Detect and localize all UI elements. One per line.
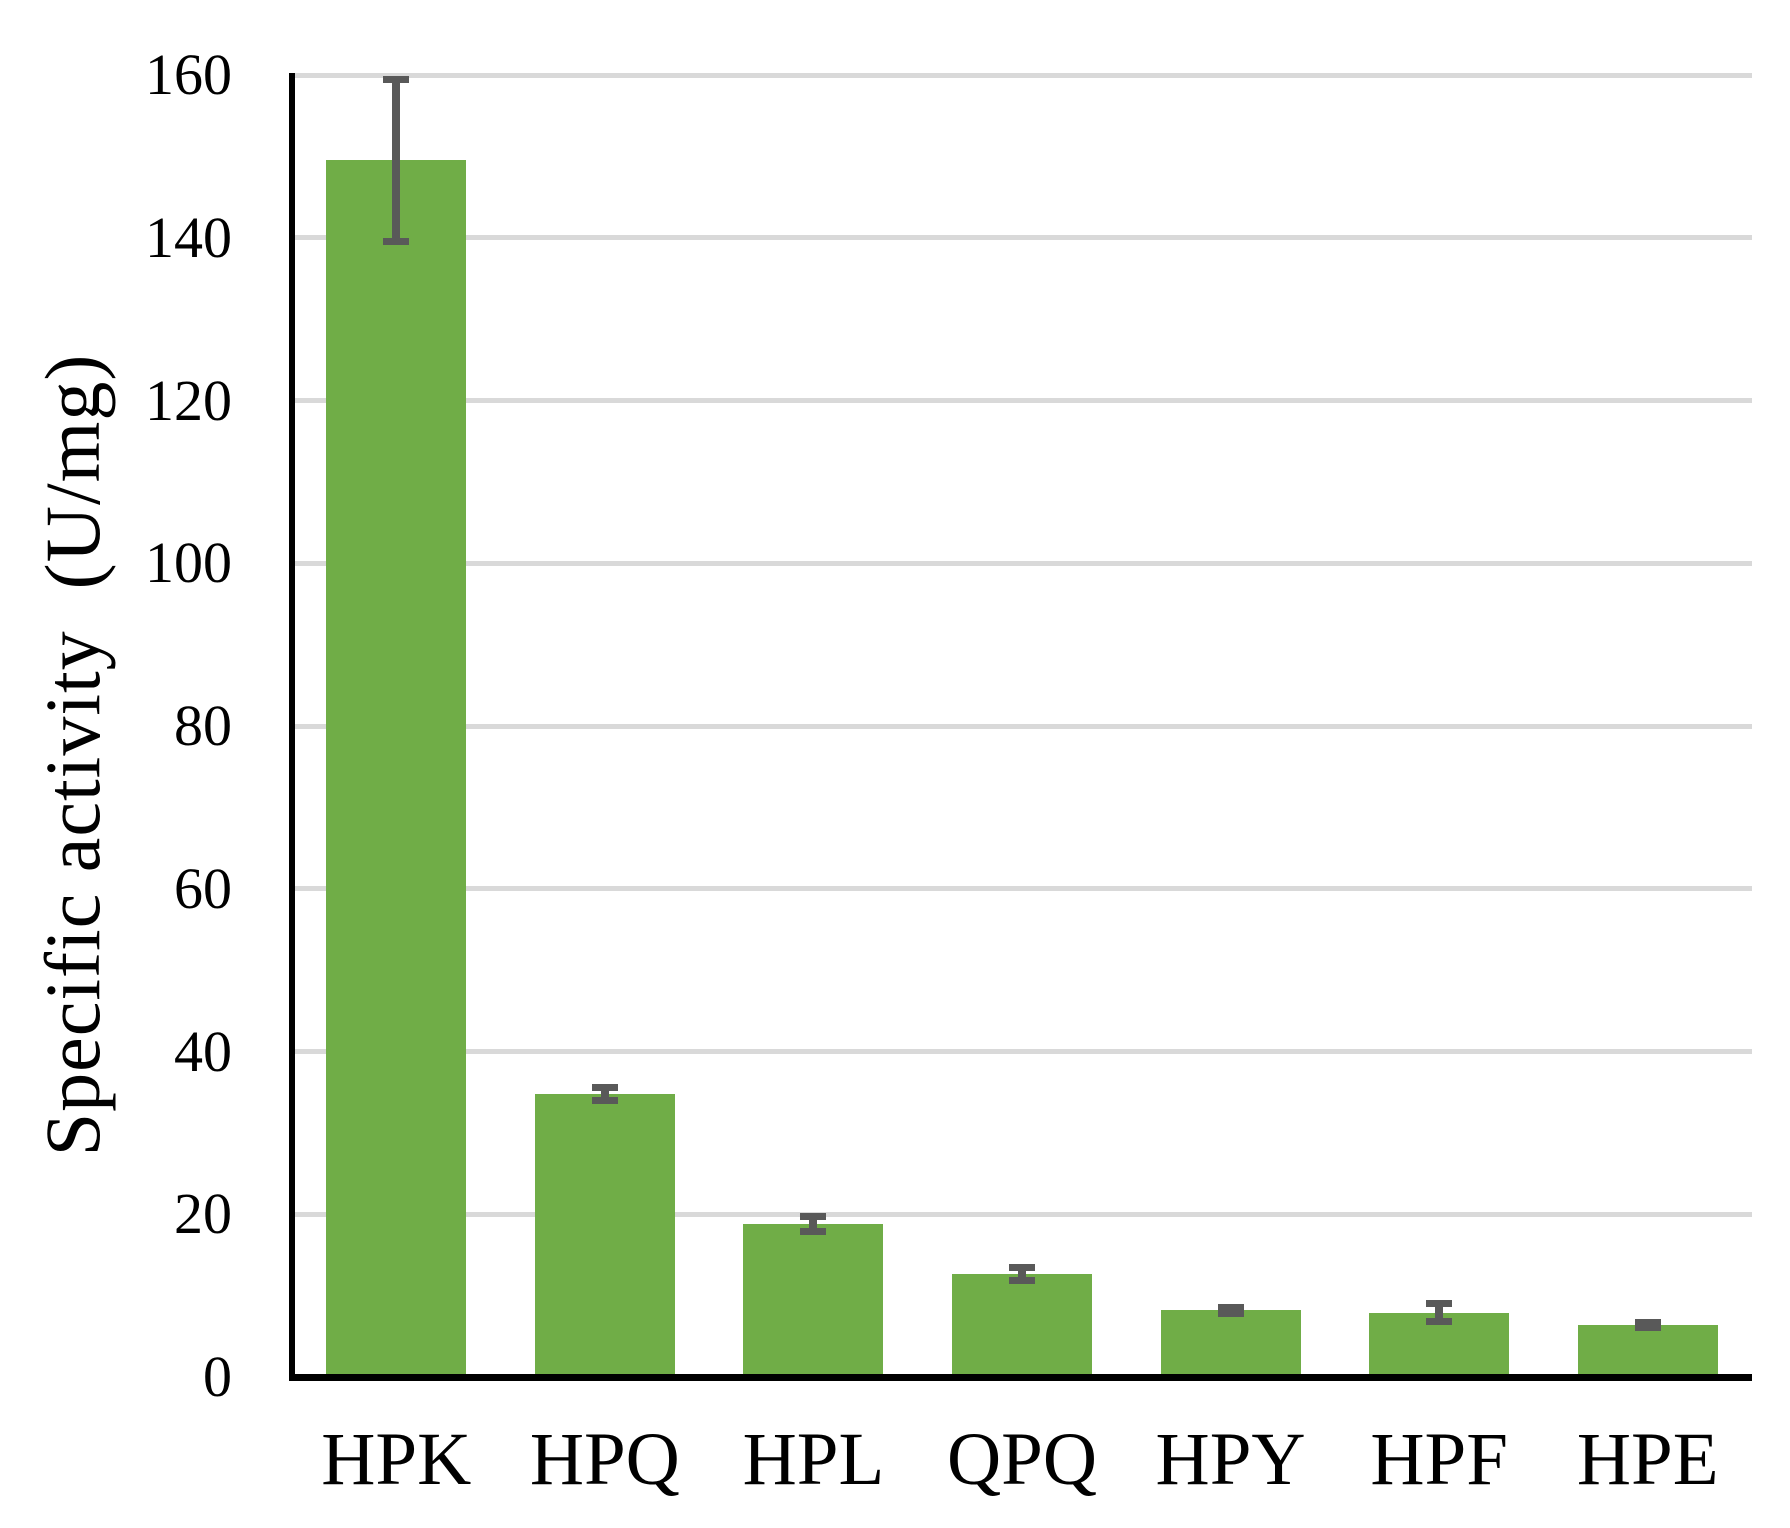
error-bar-bottom-cap-HPQ [591,1096,618,1104]
error-bar-line-QPQ [1018,1267,1026,1281]
error-bar-bottom-cap-HPL [800,1227,827,1235]
x-category-label-HPQ: HPQ [529,1418,680,1501]
bar-HPE [1577,1324,1718,1377]
y-tick-label-160: 160 [145,42,232,107]
error-bar-line-HPQ [600,1087,609,1101]
error-bar-top-cap-HPL [800,1213,827,1221]
y-tick-label-100: 100 [145,530,232,596]
error-bar-line-HPK [392,79,401,242]
bar-HPK [326,160,467,1377]
error-bar-bottom-cap-HPF [1426,1318,1453,1326]
error-bar-top-cap-QPQ [1009,1264,1035,1272]
y-tick-label-80: 80 [174,693,232,758]
error-bar-bottom-cap-HPY [1217,1310,1244,1318]
x-category-label-HPY: HPY [1155,1418,1306,1501]
bar-HPY [1160,1310,1301,1377]
gridline-140 [292,235,1752,241]
y-tick-label-120: 120 [145,367,232,433]
y-axis-line [289,73,295,1375]
y-tick-label-60: 60 [174,855,232,921]
gridline-100 [292,560,1752,566]
gridline-40 [292,1049,1752,1054]
x-category-label-QPQ: QPQ [946,1418,1097,1501]
bar-HPL [743,1224,884,1377]
gridline-120 [292,398,1752,403]
gridline-160 [292,72,1752,78]
error-bar-bottom-cap-QPQ [1009,1277,1035,1285]
bar-QPQ [952,1274,1092,1377]
error-bar-bottom-cap-HPE [1634,1323,1661,1331]
y-tick-label-140: 140 [145,204,232,270]
error-bar-line-HPF [1435,1303,1444,1322]
x-category-label-HPF: HPF [1370,1418,1508,1501]
bar-HPQ [534,1093,675,1377]
x-category-label-HPK: HPK [321,1418,472,1501]
x-category-label-HPL: HPL [742,1418,885,1501]
error-bar-top-cap-HPK [383,75,410,83]
y-tick-label-0: 0 [203,1344,232,1409]
error-bar-top-cap-HPY [1217,1303,1244,1311]
y-tick-label-20: 20 [174,1181,232,1247]
gridline-60 [292,886,1752,892]
y-tick-label-40: 40 [174,1018,232,1084]
x-category-label-HPE: HPE [1576,1418,1719,1501]
gridline-20 [292,1211,1752,1217]
error-bar-top-cap-HPQ [591,1083,618,1091]
error-bar-top-cap-HPE [1634,1318,1661,1326]
plot-area [289,72,1752,1381]
error-bar-bottom-cap-HPK [383,238,410,246]
gridline-80 [292,723,1752,729]
x-axis-line [289,1374,1752,1381]
error-bar-line-HPL [809,1216,818,1232]
error-bar-top-cap-HPF [1426,1300,1453,1308]
